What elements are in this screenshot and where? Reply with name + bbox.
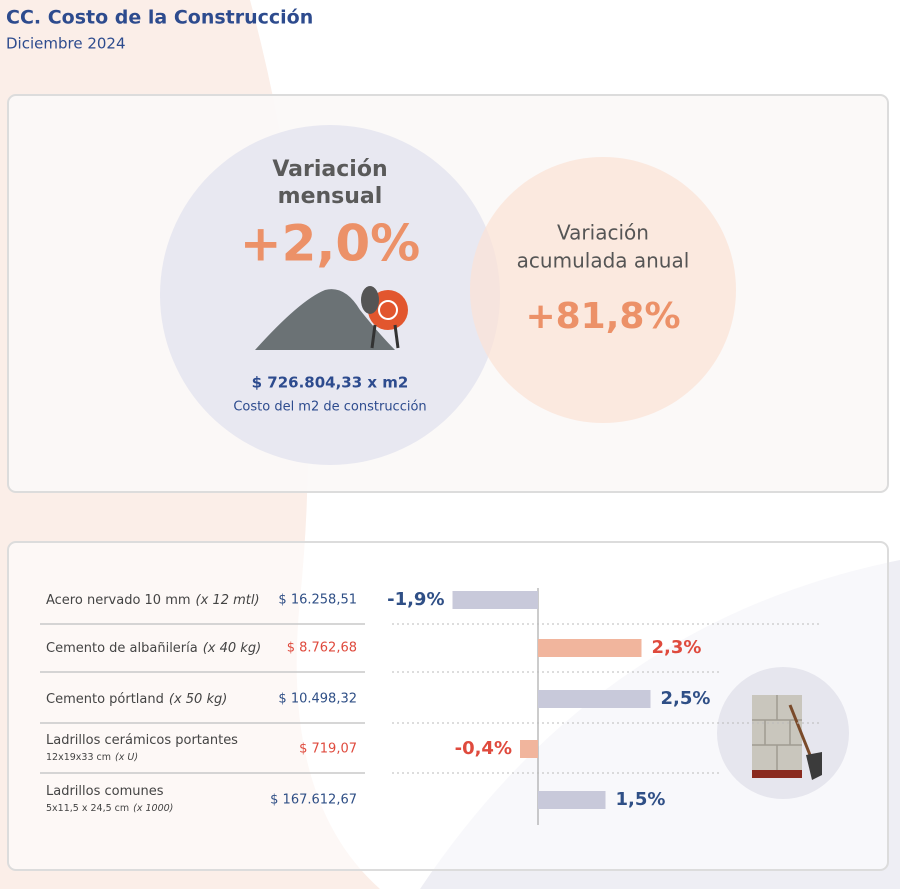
bar [520,740,538,758]
value-label: 1,5% [616,789,666,810]
title: CC. Costo de la Construcción [6,7,313,29]
item-name: Ladrillos cerámicos portantes [46,733,238,748]
item-unit: (x 12 mtl) [196,593,260,608]
item-name-text: Cemento de albañilería [46,641,198,656]
item-name: Cemento de albañilería (x 40 kg) [46,641,261,656]
value-label: 2,5% [661,688,711,709]
value-label: 2,3% [652,637,702,658]
item-name: Cemento pórtland (x 50 kg) [46,692,227,707]
bar [538,690,651,708]
item-size-text: 12x19x33 cm [46,752,111,763]
cost-label: Costo del m2 de construcción [233,400,426,415]
item-name-text: Ladrillos comunes [46,784,164,799]
item-price: $ 10.498,32 [278,692,357,707]
annual-label: acumulada anual [517,249,690,273]
bricks-icon [752,695,822,780]
item-price: $ 16.258,51 [278,593,357,608]
monthly-value: +2,0% [240,215,421,273]
cost-value: $ 726.804,33 x m2 [252,374,409,392]
item-price: $ 167.612,67 [270,793,357,808]
item-unit: (x 40 kg) [203,641,261,656]
subtitle: Diciembre 2024 [6,35,126,53]
bar [452,591,538,609]
item-size-text: 5x11,5 x 24,5 cm [46,803,129,814]
value-label: -1,9% [387,589,444,610]
annual-circle [470,157,736,423]
item-name-text: Cemento pórtland [46,692,164,707]
item-unit: (x U) [115,752,138,763]
bar [538,791,606,809]
item-name-text: Ladrillos cerámicos portantes [46,733,238,748]
bar [538,639,642,657]
annual-label: Variación [557,221,649,245]
item-name: Ladrillos comunes [46,784,164,799]
value-label: -0,4% [455,738,512,759]
item-name: Acero nervado 10 mm (x 12 mtl) [46,593,260,608]
item-unit: (x 50 kg) [169,692,227,707]
item-size: 12x19x33 cm (x U) [46,752,138,763]
monthly-label: mensual [278,184,383,209]
mixer-icon [255,286,408,350]
item-price: $ 719,07 [299,742,357,757]
monthly-label: Variación [272,157,387,182]
item-unit: (x 1000) [133,803,173,814]
item-name-text: Acero nervado 10 mm [46,593,191,608]
item-price: $ 8.762,68 [287,641,357,656]
item-size: 5x11,5 x 24,5 cm (x 1000) [46,803,173,814]
annual-value: +81,8% [525,296,680,337]
